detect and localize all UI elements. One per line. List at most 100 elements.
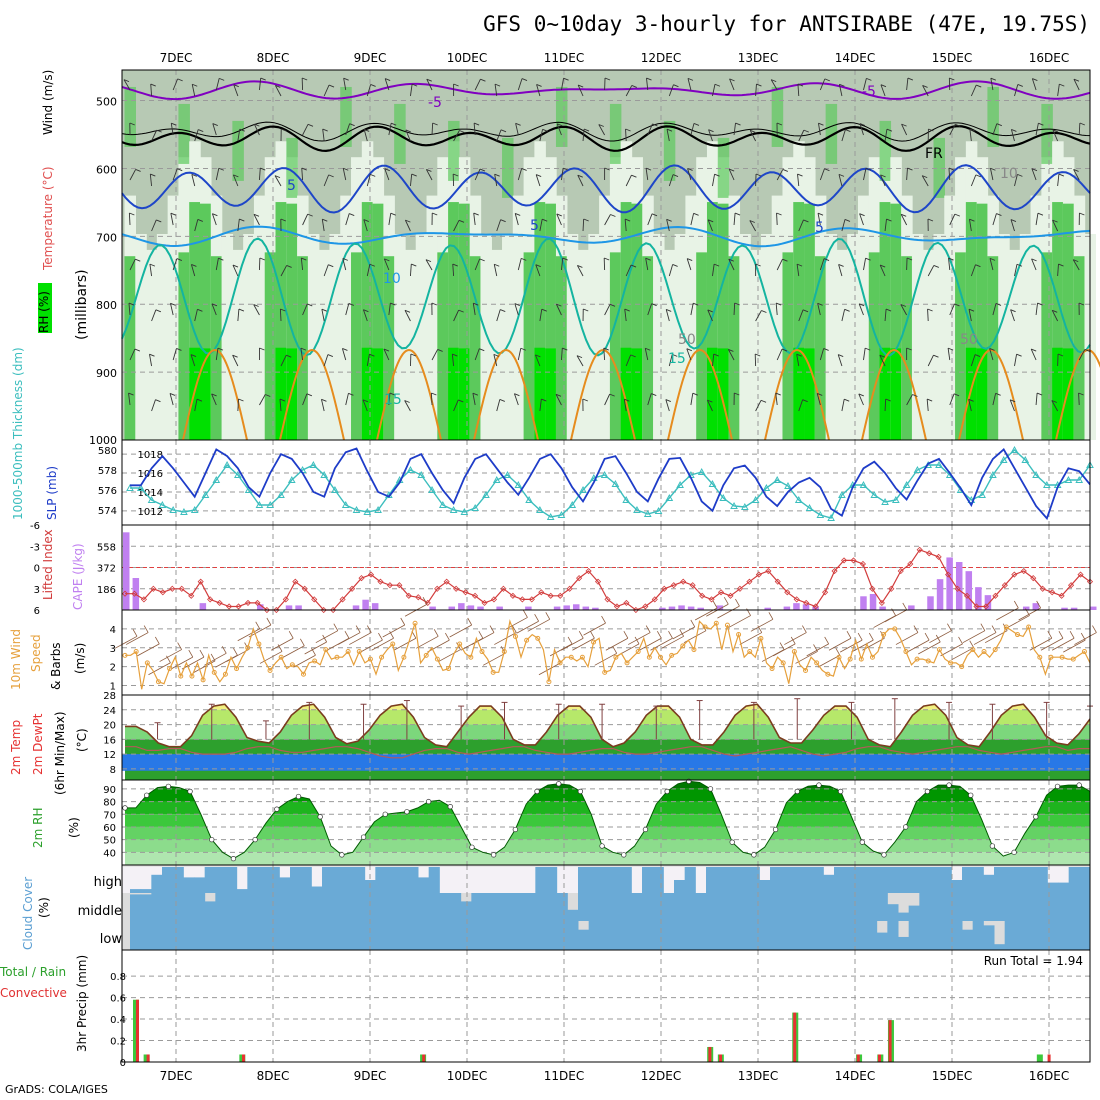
cape-bar	[592, 607, 599, 610]
rh-green-upper-column	[394, 103, 406, 164]
cloud-bar-high	[930, 867, 942, 893]
wind-barb-flag	[712, 600, 718, 609]
upper-wind-barb-flag	[254, 123, 260, 127]
upper-wind-barb-flag	[321, 308, 328, 312]
wind-speed-point	[791, 649, 797, 655]
lifted-index-point	[490, 596, 498, 603]
upper-wind-barb	[302, 303, 308, 316]
cape-bar	[879, 606, 886, 610]
rh-green-upper-column	[286, 137, 298, 198]
wind-speed-point	[959, 664, 965, 670]
cloud-bar-high	[983, 874, 995, 893]
cloud-bar-middle	[738, 893, 750, 921]
upper-wind-barb-flag	[886, 218, 892, 222]
upper-wind-barb-flag	[651, 213, 658, 217]
cloud-bar-high	[620, 867, 632, 893]
wind-barb-flag	[601, 615, 606, 624]
lifted-index-point	[386, 582, 393, 589]
upper-wind-barb-flag	[1084, 348, 1091, 352]
upper-wind-barb-flag	[431, 392, 437, 396]
upper-wind-barb	[1051, 400, 1059, 412]
wind-barb	[259, 651, 283, 664]
cloud-bar-high	[1004, 867, 1016, 893]
lifted-index-point	[755, 571, 762, 578]
upper-wind-barb-flag	[969, 128, 976, 132]
upper-wind-barb	[990, 78, 994, 91]
cloud-bar-high	[343, 867, 355, 893]
rh-green-column	[1041, 252, 1053, 440]
upper-wind-barb	[363, 219, 368, 232]
rh-light-column	[825, 234, 838, 440]
lifted-index-point	[992, 592, 999, 599]
upper-wind-barb-flag	[150, 83, 156, 87]
thickness-point	[482, 490, 490, 498]
rh-ylabel-1: 2m RH	[31, 808, 45, 849]
cloud-bar-high	[1036, 867, 1048, 893]
cloud-bar-low	[396, 921, 408, 950]
upper-wind-barb-flag	[128, 302, 135, 306]
lifted-index-point	[831, 567, 838, 575]
upper-wind-barb-flag	[431, 302, 437, 306]
rh-light-column	[674, 234, 687, 440]
cloud-bar-middle	[460, 901, 472, 921]
thickness-line	[130, 449, 1091, 519]
lifted-index-point	[282, 596, 289, 603]
upper-wind-barb	[926, 399, 929, 412]
upper-wind-barb	[712, 354, 715, 367]
cloud-bar-high	[151, 874, 163, 893]
upper-wind-barb-flag	[521, 168, 527, 171]
upper-wind-barb	[1057, 174, 1060, 187]
rh-green-column	[264, 252, 277, 440]
rh-point	[230, 856, 237, 862]
wind-barb-flag	[511, 625, 517, 633]
upper-wind-barb-flag	[728, 258, 734, 262]
lifted-index-point	[481, 599, 488, 606]
cloud-bar-low	[130, 921, 142, 950]
upper-wind-barb-flag	[624, 308, 630, 312]
upper-wind-barb	[707, 219, 713, 232]
thickness-point	[147, 495, 156, 503]
cloud-bar-middle	[151, 893, 163, 921]
wind-speed-point	[736, 632, 742, 638]
wind-speed-point	[903, 649, 909, 655]
thickness-point	[158, 500, 167, 508]
rh-point	[425, 798, 432, 805]
wind-barb	[594, 652, 617, 666]
upper-wind-barb	[816, 393, 821, 406]
upper-wind-barb	[362, 309, 368, 322]
cape-bar	[697, 607, 704, 610]
upper-wind-barb	[927, 355, 934, 367]
upper-wind-barb	[452, 263, 455, 277]
cloud-bar-high	[898, 867, 910, 893]
wind-barb-flag	[422, 597, 428, 605]
cape-bar	[295, 605, 302, 610]
upper-wind-barb	[906, 167, 908, 181]
upper-wind-barb-flag	[756, 83, 762, 87]
thickness-point	[1021, 455, 1030, 463]
cloud-bar-low	[503, 921, 515, 950]
li-tick-label: 0	[34, 564, 40, 575]
cloud-bar-high	[183, 877, 195, 893]
date-label-top: 9DEC	[354, 51, 387, 65]
upper-wind-barb	[362, 399, 368, 412]
wind-barb	[293, 654, 316, 668]
thickness-tick-label: 576	[98, 486, 117, 497]
upper-wind-barb-flag	[411, 83, 418, 87]
upper-wind-barb	[687, 168, 692, 181]
upper-wind-barb	[323, 264, 329, 277]
upper-wind-barb	[901, 123, 908, 136]
wind-barb	[527, 618, 550, 632]
cloud-ylabel-1: Cloud Cover	[21, 877, 35, 950]
upper-wind-barb-flag	[947, 347, 954, 351]
cloud-bar-high	[962, 867, 974, 893]
cloud-bar-middle	[258, 893, 270, 921]
rh-green-column	[286, 203, 298, 440]
upper-wind-barb-flag	[604, 77, 611, 81]
upper-wind-barb	[604, 214, 611, 226]
wind-barb-flag	[623, 631, 629, 639]
rh-band	[125, 788, 1090, 802]
cloud-bar-low	[674, 921, 686, 950]
upper-wind-barb-flag	[995, 302, 1002, 306]
wind-speed-point	[869, 654, 875, 660]
